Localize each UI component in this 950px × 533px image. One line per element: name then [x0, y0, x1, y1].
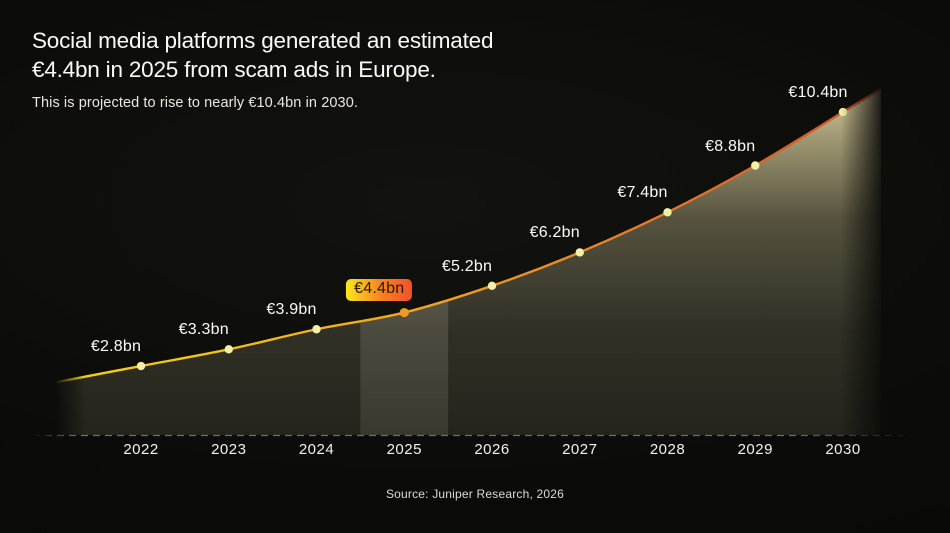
- page-subtitle: This is projected to rise to nearly €10.…: [32, 95, 358, 111]
- data-point-2026: [487, 281, 497, 291]
- page-title: Social media platforms generated an esti…: [32, 26, 493, 84]
- chart-plot-group: [54, 87, 882, 435]
- area-fill: [55, 88, 881, 435]
- data-point-2025: [399, 307, 409, 318]
- data-point-2030: [838, 107, 848, 117]
- source-note: Source: Juniper Research, 2026: [385, 487, 565, 501]
- data-point-2028: [663, 208, 672, 217]
- title-line-2: €4.4bn in 2025 from scam ads in Europe.: [32, 57, 436, 82]
- data-point-2029: [751, 161, 760, 170]
- highlight-band-2025: [360, 88, 449, 435]
- data-point-2024: [312, 325, 321, 334]
- data-point-2022: [136, 361, 146, 371]
- data-point-2027: [575, 248, 584, 257]
- data-point-2023: [224, 345, 233, 354]
- title-line-1: Social media platforms generated an esti…: [32, 28, 494, 53]
